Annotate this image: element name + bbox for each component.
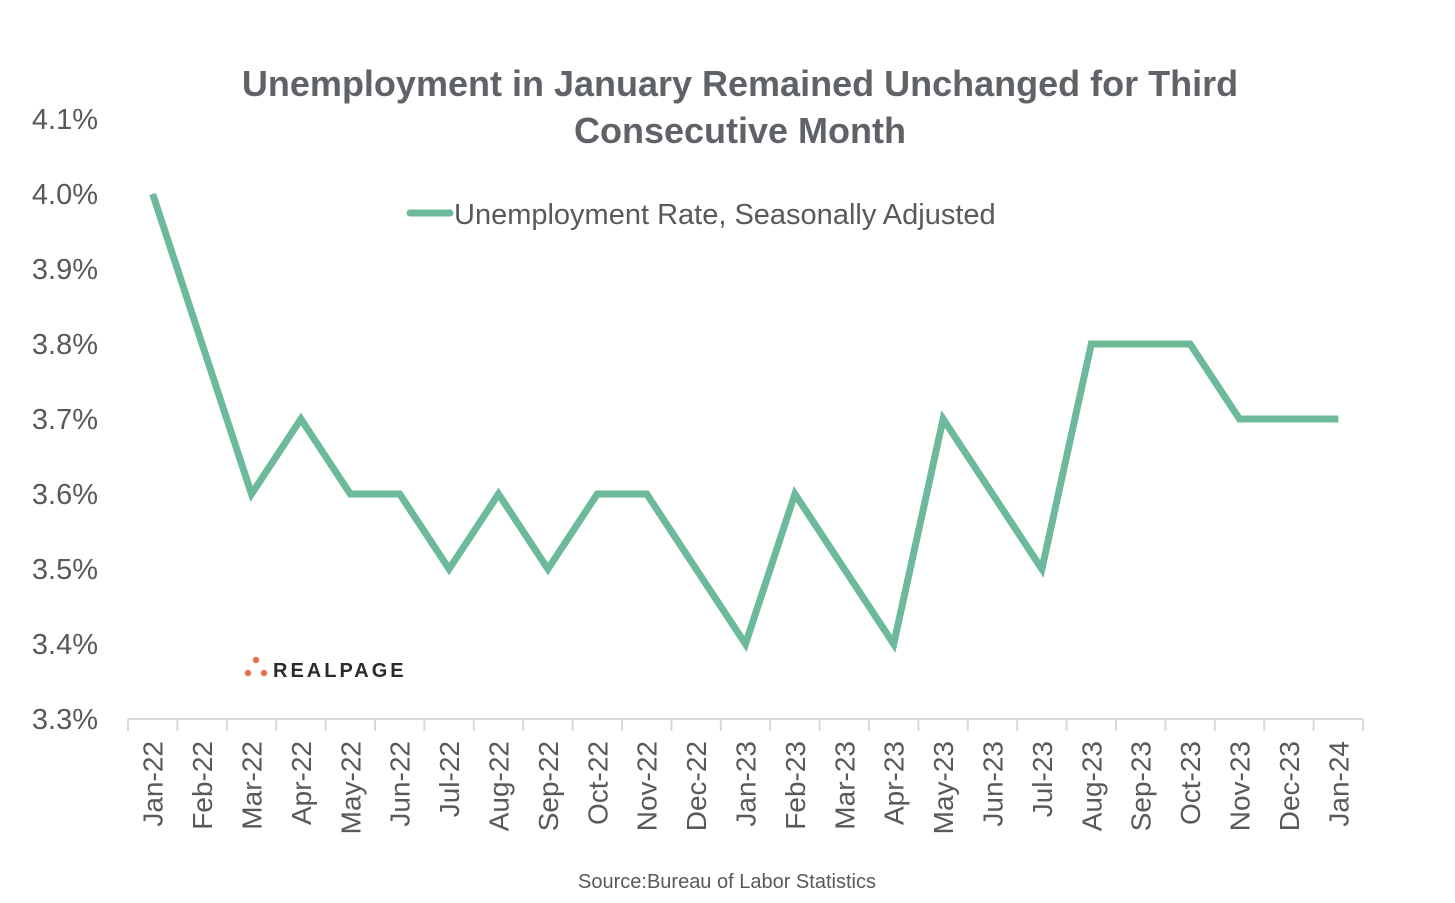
- data-point-may-23: [942, 418, 944, 420]
- data-point-feb-22: [201, 343, 203, 345]
- chart-title: Unemployment in January Remained Unchang…: [242, 63, 1238, 151]
- y-tick-label: 3.4%: [32, 629, 98, 661]
- data-point-sep-22: [547, 568, 549, 570]
- legend-label: Unemployment Rate, Seasonally Adjusted: [454, 199, 996, 231]
- x-tick-label: Oct-22: [582, 741, 613, 825]
- x-axis: Jan-22 Feb-22 Mar-22 Apr-22 May-22 Jun-22 Jul-…: [127, 718, 1364, 834]
- x-tick-label: Feb-23: [780, 741, 811, 830]
- x-tick-label: May-23: [928, 741, 959, 834]
- y-tick-label: 3.7%: [32, 404, 98, 436]
- x-tick-label: Jul-22: [434, 741, 465, 817]
- y-tick-label: 3.5%: [32, 554, 98, 586]
- data-point-jun-23: [992, 493, 993, 495]
- y-tick-label: 4.1%: [32, 104, 98, 136]
- x-tick-label: May-22: [335, 741, 366, 834]
- x-tick-label: Nov-22: [632, 741, 663, 831]
- x-tick-label: Jan-23: [731, 741, 762, 827]
- x-tick-label: Sep-23: [1126, 741, 1157, 831]
- data-point-jul-23: [1041, 568, 1043, 570]
- data-point-nov-22: [646, 493, 648, 495]
- x-tick-label: Apr-22: [286, 741, 317, 825]
- y-tick-label: 3.3%: [32, 704, 98, 736]
- data-point-jan-22: [152, 193, 154, 195]
- x-tick-label: Mar-23: [829, 741, 860, 830]
- chart-title-line-2: Consecutive Month: [574, 110, 906, 151]
- data-point-aug-23: [1090, 343, 1092, 345]
- x-tick-label: Aug-23: [1076, 741, 1107, 831]
- data-point-jan-24: [1337, 418, 1339, 420]
- x-tick-label: Dec-23: [1274, 741, 1305, 831]
- realpage-logo-text: REALPAGE: [273, 660, 407, 682]
- data-point-nov-23: [1239, 418, 1240, 420]
- data-point-jan-23: [745, 643, 746, 645]
- x-tick-label: Aug-22: [484, 741, 515, 831]
- data-point-apr-22: [300, 418, 302, 420]
- data-point-aug-22: [498, 493, 499, 495]
- realpage-logo: REALPAGE: [244, 656, 407, 682]
- data-point-sep-23: [1140, 343, 1142, 345]
- data-point-feb-23: [794, 493, 796, 495]
- x-tick-label: Nov-23: [1225, 741, 1256, 831]
- data-point-jun-22: [399, 493, 401, 495]
- source-note: Source:Bureau of Labor Statistics: [578, 871, 876, 893]
- x-tick-label: Feb-22: [187, 741, 218, 830]
- data-point-dec-23: [1288, 418, 1290, 420]
- data-point-apr-23: [893, 643, 895, 645]
- x-tick-label: Jan-24: [1323, 741, 1354, 827]
- data-point-dec-22: [695, 568, 697, 570]
- x-tick-label: Jun-23: [978, 741, 1009, 827]
- data-point-mar-22: [251, 493, 252, 495]
- x-tick-label: Mar-22: [237, 741, 268, 830]
- chart-title-line-1: Unemployment in January Remained Unchang…: [242, 63, 1238, 104]
- series-line: [149, 192, 1339, 653]
- y-tick-label: 3.6%: [32, 479, 98, 511]
- data-point-oct-23: [1189, 343, 1191, 345]
- data-point-mar-23: [843, 568, 845, 570]
- data-point-jul-22: [448, 568, 450, 570]
- chart-legend: Unemployment Rate, Seasonally Adjusted: [406, 199, 996, 231]
- plot-area: [149, 192, 1339, 653]
- data-point-oct-22: [596, 493, 598, 495]
- x-tick-label: Apr-23: [879, 741, 910, 825]
- realpage-logo-icon: [244, 656, 268, 677]
- y-tick-label: 3.9%: [32, 254, 98, 286]
- x-tick-label: Dec-22: [681, 741, 712, 831]
- x-tick-label: Jul-23: [1027, 741, 1058, 817]
- y-tick-label: 3.8%: [32, 329, 98, 361]
- x-tick-label: Jun-22: [385, 741, 416, 827]
- y-axis: 3.3% 3.4% 3.5% 3.6% 3.7% 3.8% 3.9% 4.0% 4.1%: [32, 104, 98, 736]
- data-point-may-22: [349, 493, 351, 495]
- x-tick-label: Oct-23: [1175, 741, 1206, 825]
- x-tick-label: Jan-22: [138, 741, 169, 827]
- y-tick-label: 4.0%: [32, 179, 98, 211]
- x-tick-label: Sep-22: [533, 741, 564, 831]
